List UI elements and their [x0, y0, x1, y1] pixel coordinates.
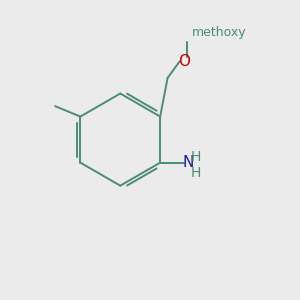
Text: methoxy: methoxy [191, 26, 246, 39]
Text: N: N [183, 155, 194, 170]
Text: H: H [191, 166, 201, 180]
Text: H: H [191, 150, 201, 164]
Text: O: O [178, 54, 190, 69]
